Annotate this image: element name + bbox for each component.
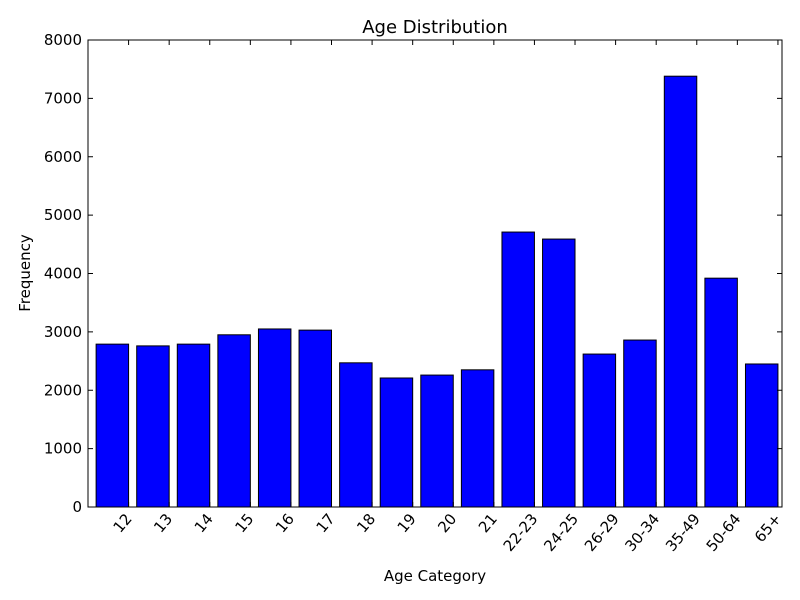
- x-tick-label: 21: [475, 510, 501, 536]
- x-tick-label: 17: [313, 510, 339, 536]
- y-tick-label: 8000: [44, 31, 82, 49]
- y-tick-label: 1000: [44, 440, 82, 458]
- x-tick-label: 30-34: [621, 510, 663, 555]
- bar-16: [257, 328, 292, 508]
- bar-13: [136, 345, 170, 508]
- bar-26-29: [582, 353, 617, 508]
- bar-30-34: [623, 339, 657, 508]
- x-tick-label: 65+: [751, 510, 785, 546]
- bar-17: [298, 329, 333, 508]
- x-tick-label: 26-29: [581, 510, 623, 555]
- bar-65+: [744, 363, 779, 508]
- bar-22-23: [501, 231, 535, 508]
- x-tick-label: 13: [150, 510, 176, 536]
- y-tick-label: 0: [72, 498, 82, 516]
- y-axis-label: Frequency: [16, 234, 34, 312]
- x-tick-label: 14: [191, 510, 217, 536]
- y-tick-label: 6000: [44, 148, 82, 166]
- x-axis-label: Age Category: [384, 567, 486, 585]
- bar-14: [176, 343, 211, 508]
- y-axis: 0 1000 2000 3000 4000 5000 6000 7000 8000: [44, 31, 782, 516]
- bar-19: [379, 377, 414, 508]
- x-tick-label: 15: [231, 510, 257, 536]
- bar-24-25: [542, 238, 576, 508]
- x-tick-label: 24-25: [540, 510, 582, 555]
- x-tick-label: 16: [272, 510, 298, 536]
- bar-15: [217, 334, 251, 508]
- y-tick-label: 2000: [44, 381, 82, 399]
- bar-12: [95, 343, 130, 508]
- x-tick-label: 19: [394, 510, 420, 536]
- x-tick-label: 35-49: [662, 510, 704, 555]
- x-tick-label: 50-64: [703, 510, 745, 555]
- bar-20: [420, 374, 454, 508]
- x-tick-label: 22-23: [500, 510, 542, 555]
- y-tick-label: 4000: [44, 265, 82, 283]
- bar-18: [339, 362, 373, 508]
- x-tick-label: 20: [434, 510, 460, 536]
- y-tick-label: 3000: [44, 323, 82, 341]
- bars-group: [95, 75, 779, 508]
- y-tick-label: 5000: [44, 206, 82, 224]
- bar-50-64: [704, 277, 738, 508]
- x-tick-label: 12: [110, 510, 136, 536]
- bar-35-49: [663, 75, 698, 508]
- x-tick-label: 18: [353, 510, 379, 536]
- chart-title: Age Distribution: [362, 17, 508, 38]
- bar-21: [460, 369, 495, 508]
- y-tick-label: 7000: [44, 89, 82, 107]
